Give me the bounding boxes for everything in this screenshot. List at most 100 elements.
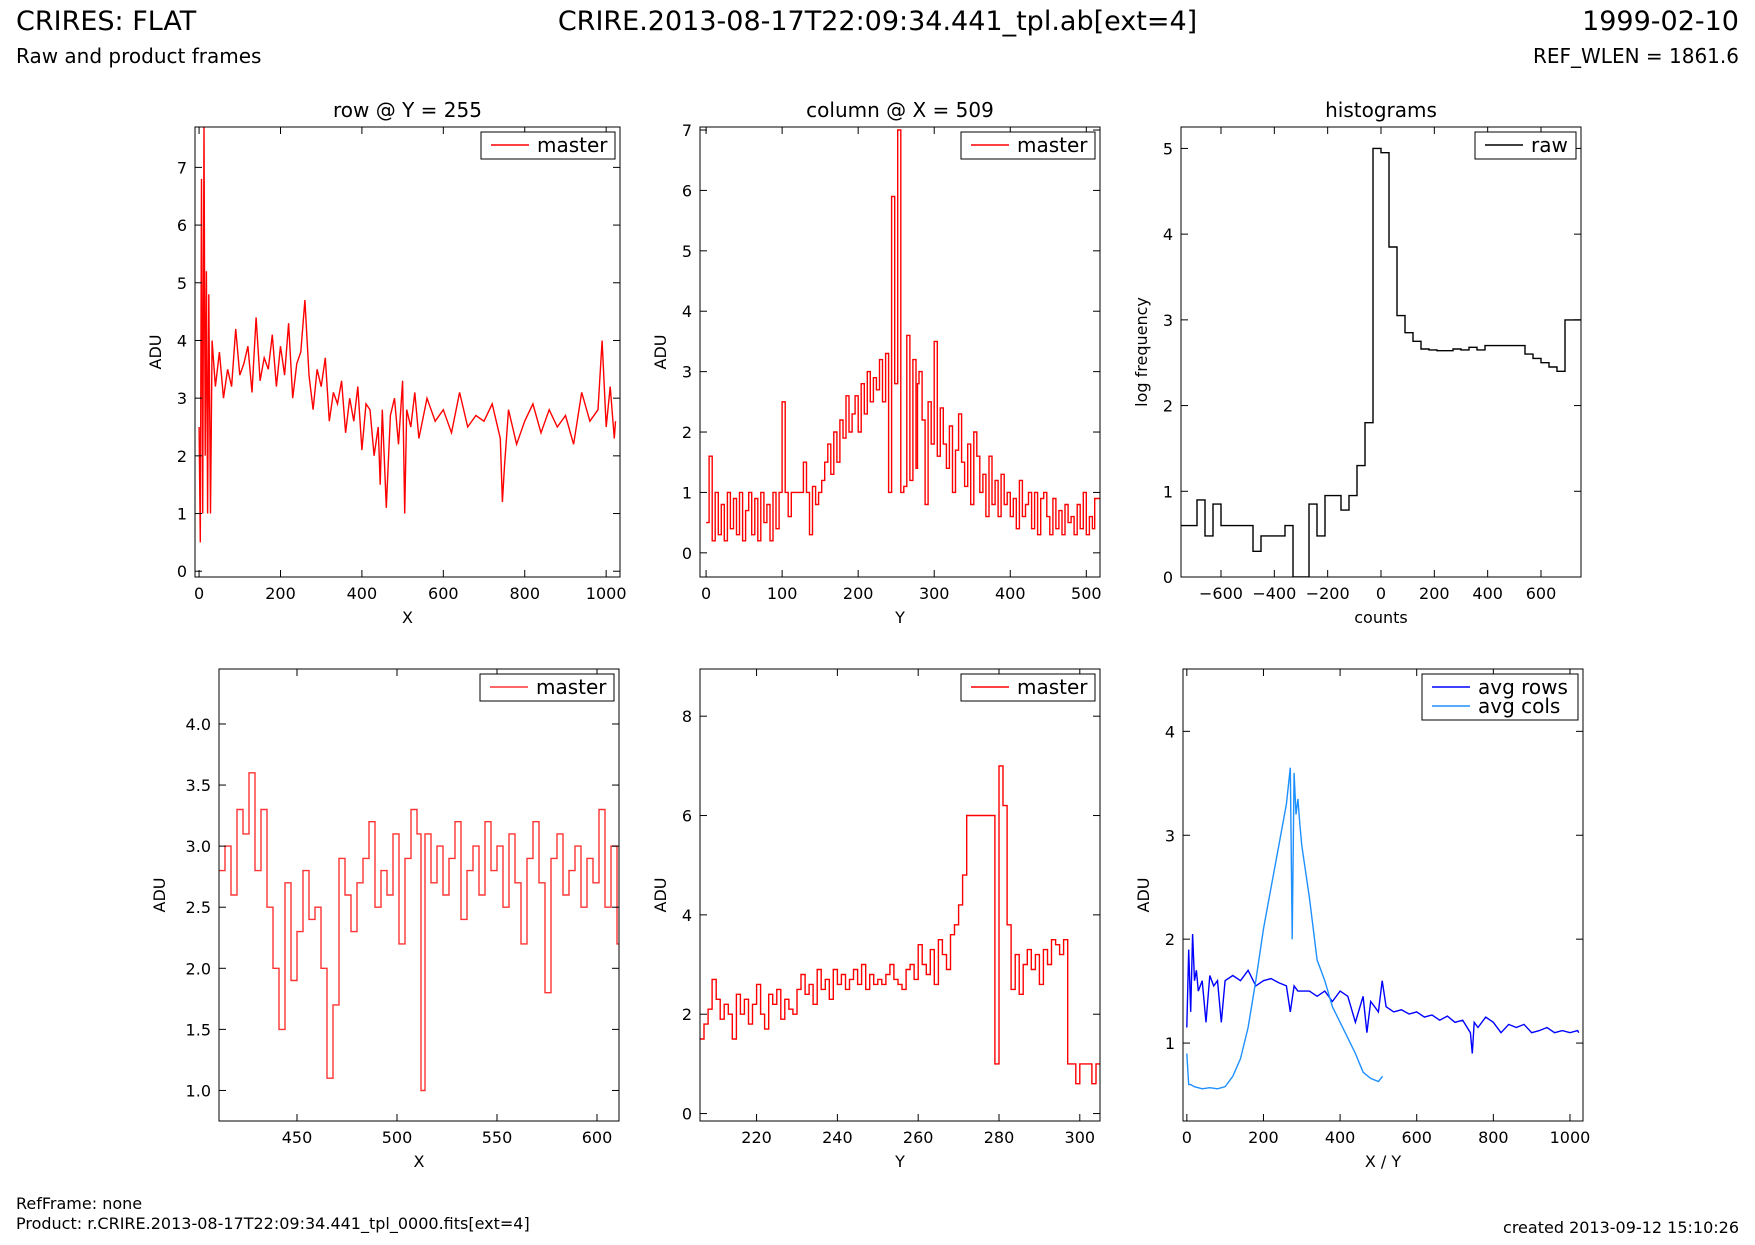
y-tick-label: 3.0: [186, 837, 211, 856]
x-tick-label: 400: [1472, 584, 1503, 603]
y-tick-label: 3.5: [186, 776, 211, 795]
legend-label: master: [1017, 675, 1088, 699]
y-tick-label: 4: [1163, 225, 1173, 244]
x-tick-label: 200: [1248, 1128, 1279, 1147]
y-tick-label: 2: [682, 1005, 692, 1024]
plot-title: row @ Y = 255: [333, 98, 482, 122]
y-tick-label: 5: [1163, 139, 1173, 158]
y-tick-label: 4: [1165, 722, 1175, 741]
y-tick-label: 0: [177, 562, 187, 581]
x-tick-label: −400: [1252, 584, 1296, 603]
x-tick-label: 800: [509, 584, 540, 603]
x-tick-label: 0: [701, 584, 711, 603]
x-tick-label: 500: [1071, 584, 1102, 603]
x-tick-label: 800: [1478, 1128, 1509, 1147]
y-axis-label: log frequency: [1132, 297, 1151, 407]
x-axis-label: Y: [894, 1152, 905, 1171]
y-axis-label: ADU: [1134, 878, 1153, 913]
series-line-master: [198, 127, 617, 543]
x-tick-label: 600: [428, 584, 459, 603]
legend: master: [960, 673, 1096, 702]
x-tick-label: 550: [482, 1128, 513, 1147]
chart-column_zoom: 220 240 260 280 300 0 2 4 6 8 Y ADU master: [651, 668, 1101, 1171]
series-line-master: [706, 129, 1100, 542]
legend-label: raw: [1531, 133, 1568, 157]
ref-frame-label: RefFrame: none: [16, 1194, 143, 1213]
x-tick-label: 600: [1401, 1128, 1432, 1147]
legend-box: [479, 673, 615, 702]
y-tick-label: 7: [682, 121, 692, 140]
y-tick-label: 4: [682, 302, 692, 321]
y-tick-label: 2: [682, 423, 692, 442]
x-tick-label: −200: [1306, 584, 1350, 603]
plot-frame: [1180, 126, 1582, 578]
legend-label: master: [536, 675, 607, 699]
x-axis-label: X / Y: [1365, 1152, 1402, 1171]
series-line-raw: [1181, 147, 1581, 577]
x-axis-label: counts: [1354, 608, 1407, 627]
x-tick-label: 260: [903, 1128, 934, 1147]
y-tick-label: 1: [682, 483, 692, 502]
y-axis-label: ADU: [651, 878, 670, 913]
report-title: CRIRES: FLAT: [16, 6, 197, 37]
plot-frame: [218, 668, 620, 1122]
x-tick-label: −600: [1199, 584, 1243, 603]
y-tick-label: 0: [682, 544, 692, 563]
y-tick-label: 3: [1165, 826, 1175, 845]
y-tick-label: 5: [177, 274, 187, 293]
y-tick-label: 7: [177, 158, 187, 177]
x-tick-label: 450: [282, 1128, 313, 1147]
x-tick-label: 1000: [586, 584, 627, 603]
x-tick-label: 280: [984, 1128, 1015, 1147]
y-tick-label: 5: [682, 242, 692, 261]
y-tick-label: 1: [1165, 1034, 1175, 1053]
y-tick-label: 2: [1163, 397, 1173, 416]
legend-label: avg cols: [1478, 694, 1560, 718]
x-tick-label: 200: [265, 584, 296, 603]
x-tick-label: 1000: [1550, 1128, 1591, 1147]
x-tick-label: 0: [1182, 1128, 1192, 1147]
x-axis-label: X: [414, 1152, 425, 1171]
y-tick-label: 6: [682, 807, 692, 826]
plot-title: histograms: [1325, 98, 1437, 122]
chart-row: 0 200 400 600 800 1000 0 1 2 3 4 5 6 7 X ADU row @ Y = 2…: [146, 98, 627, 627]
legend: raw: [1474, 131, 1577, 160]
y-axis-label: ADU: [150, 878, 169, 913]
series-line-avg-rows: [1186, 933, 1580, 1054]
x-tick-label: 220: [741, 1128, 772, 1147]
chart-averages: 0 200 400 600 800 1000 1 2 3 4 X / Y ADU avg rowsavg…: [1134, 668, 1591, 1171]
chart-histograms: −600 −400 −200 0 200 400 600 0 1 2 3 4 5 counts log fr…: [1132, 98, 1582, 627]
plot-title: column @ X = 509: [806, 98, 994, 122]
ref-wlen: REF_WLEN = 1861.6: [1532, 44, 1739, 68]
y-tick-label: 0: [682, 1105, 692, 1124]
y-axis-label: ADU: [146, 335, 165, 370]
frame-filename: CRIRE.2013-08-17T22:09:34.441_tpl.ab[ext…: [557, 6, 1198, 37]
y-tick-label: 3: [682, 363, 692, 382]
legend-label: avg rows: [1478, 675, 1568, 699]
y-tick-label: 1: [1163, 482, 1173, 501]
y-tick-label: 6: [682, 181, 692, 200]
legend: master: [960, 131, 1096, 160]
x-tick-label: 200: [1419, 584, 1450, 603]
y-tick-label: 4: [177, 331, 187, 350]
legend-label: master: [537, 133, 608, 157]
x-tick-label: 400: [1325, 1128, 1356, 1147]
y-tick-label: 1.5: [186, 1020, 211, 1039]
y-axis-label: ADU: [651, 335, 670, 370]
observation-date: 1999-02-10: [1582, 6, 1739, 37]
x-axis-label: Y: [894, 608, 905, 627]
y-tick-label: 2.0: [186, 959, 211, 978]
y-tick-label: 2: [1165, 930, 1175, 949]
y-tick-label: 1: [177, 505, 187, 524]
series-line-master: [700, 765, 1100, 1085]
x-tick-label: 0: [1376, 584, 1386, 603]
y-tick-label: 1.0: [186, 1081, 211, 1100]
y-tick-label: 8: [682, 707, 692, 726]
x-tick-label: 600: [1526, 584, 1557, 603]
legend: master: [479, 673, 615, 702]
y-tick-label: 4.0: [186, 715, 211, 734]
x-tick-label: 400: [995, 584, 1026, 603]
created-timestamp: created 2013-09-12 15:10:26: [1503, 1218, 1739, 1237]
plot-frame: [194, 126, 621, 578]
